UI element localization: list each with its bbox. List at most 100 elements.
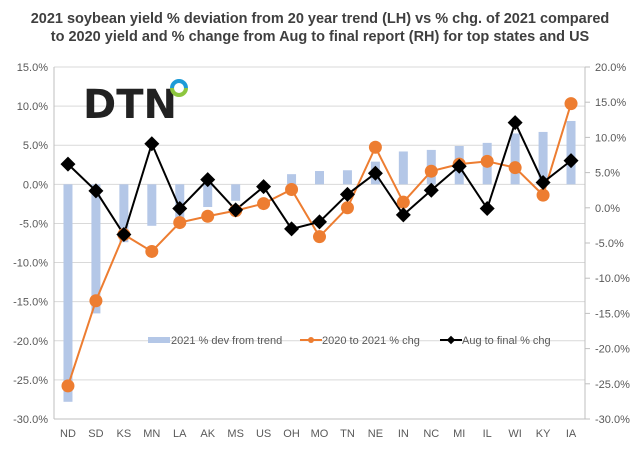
point-black-IN (395, 207, 411, 223)
x-tick-label: NE (368, 428, 383, 440)
logo-ring-bottom-icon (170, 87, 188, 97)
line-series (60, 97, 579, 393)
bar-MN (147, 184, 157, 226)
point-black-AK (200, 172, 216, 188)
right-tick-label: -30.0% (595, 414, 630, 426)
point-black-NC (423, 182, 439, 198)
x-tick-label: NC (423, 428, 439, 440)
point-black-TN (339, 186, 355, 202)
bar-IA (566, 120, 576, 185)
point-black-MN (144, 136, 160, 152)
left-tick-label: -30.0% (13, 414, 48, 426)
left-tick-label: 5.0% (23, 140, 48, 152)
point-black-SD (88, 183, 104, 199)
point-orange-TN (340, 201, 354, 215)
right-tick-label: -15.0% (595, 308, 630, 320)
legend-label-black: Aug to final % chg (462, 335, 551, 347)
left-tick-label: -25.0% (13, 375, 48, 387)
point-orange-MO (313, 230, 326, 244)
left-tick-label: -5.0% (19, 218, 48, 230)
point-orange-WI (508, 161, 522, 175)
legend-marker-diamond (446, 335, 456, 345)
point-orange-ND (61, 379, 75, 393)
legend-marker-circle (308, 337, 314, 343)
point-black-ND (60, 156, 76, 172)
x-tick-label: IL (483, 428, 492, 440)
bar-TN (342, 170, 352, 185)
left-tick-label: -15.0% (13, 297, 48, 309)
left-tick-label: -10.0% (13, 258, 48, 270)
x-tick-label: WI (508, 428, 521, 440)
point-orange-NC (424, 164, 438, 178)
right-tick-label: 10.0% (595, 132, 626, 144)
x-tick-label: KS (117, 428, 132, 440)
x-tick-label: TN (340, 428, 355, 440)
bar-WI (510, 133, 520, 185)
x-tick-label: SD (88, 428, 103, 440)
point-orange-MN (145, 244, 159, 258)
axes: 15.0% 10.0% 5.0% 0.0% -5.0% -10.0% -15.0% -20.0… (13, 62, 630, 426)
point-black-IL (479, 201, 495, 217)
point-orange-OH (285, 182, 299, 196)
legend-swatch-bar (148, 337, 170, 343)
bar-KS (119, 184, 129, 243)
x-tick-label: IA (566, 428, 577, 440)
chart-title: 2021 soybean yield % deviation from 20 y… (30, 11, 610, 45)
point-black-LA (172, 201, 188, 217)
left-tick-label: 15.0% (17, 62, 48, 74)
legend-label-orange: 2020 to 2021 % chg (322, 335, 420, 347)
left-tick-label: -20.0% (13, 336, 48, 348)
dtn-logo-text: DTN (83, 82, 177, 128)
point-black-MI (451, 158, 467, 174)
point-black-KY (535, 174, 551, 190)
left-tick-label: 10.0% (17, 101, 48, 113)
point-orange-IA (564, 97, 578, 111)
bar-SD (91, 184, 101, 314)
point-orange-IN (396, 195, 410, 209)
bar-IN (398, 151, 408, 185)
x-tick-label: MS (227, 428, 244, 440)
left-tick-label: 0.0% (23, 179, 48, 191)
x-tick-label: MI (453, 428, 465, 440)
dtn-logo: DTN (83, 79, 188, 128)
point-orange-NE (368, 140, 382, 154)
x-tick-label: KY (536, 428, 551, 440)
right-tick-label: 15.0% (595, 97, 626, 109)
bar-AK (203, 184, 213, 208)
point-orange-LA (173, 216, 187, 230)
point-black-IA (563, 153, 579, 169)
right-tick-label: -10.0% (595, 273, 630, 285)
point-orange-KY (536, 188, 550, 202)
x-tick-label: US (256, 428, 271, 440)
right-tick-label: -5.0% (595, 238, 624, 250)
bar-ND (63, 184, 73, 402)
point-black-OH (284, 221, 300, 237)
right-tick-label: 5.0% (595, 168, 620, 180)
point-black-NE (367, 165, 383, 181)
x-tick-labels: ND SD KS MN LA AK MS US OH MO TN NE IN NC MI IL WI KY IA (60, 428, 577, 440)
point-black-US (256, 179, 272, 195)
point-orange-US (257, 197, 271, 211)
bar-MS (231, 184, 241, 201)
right-tick-label: 20.0% (595, 62, 626, 74)
x-tick-label: ND (60, 428, 76, 440)
right-tick-label: -25.0% (595, 379, 630, 391)
x-tick-label: MN (143, 428, 160, 440)
bar-KY (538, 131, 548, 185)
bar-MO (315, 171, 324, 185)
point-black-KS (116, 227, 132, 243)
point-orange-SD (89, 294, 103, 308)
legend-label-bar: 2021 % dev from trend (171, 335, 282, 347)
right-tick-label: 0.0% (595, 203, 620, 215)
point-black-MS (228, 202, 244, 218)
x-tick-label: IN (398, 428, 409, 440)
bar-OH (287, 174, 297, 185)
point-black-WI (507, 115, 523, 131)
legend: 2021 % dev from trend 2020 to 2021 % chg A… (148, 335, 551, 347)
point-orange-IL (480, 154, 494, 168)
right-tick-label: -20.0% (595, 344, 630, 356)
x-tick-label: AK (200, 428, 215, 440)
x-tick-label: OH (283, 428, 300, 440)
point-black-MO (312, 214, 327, 230)
